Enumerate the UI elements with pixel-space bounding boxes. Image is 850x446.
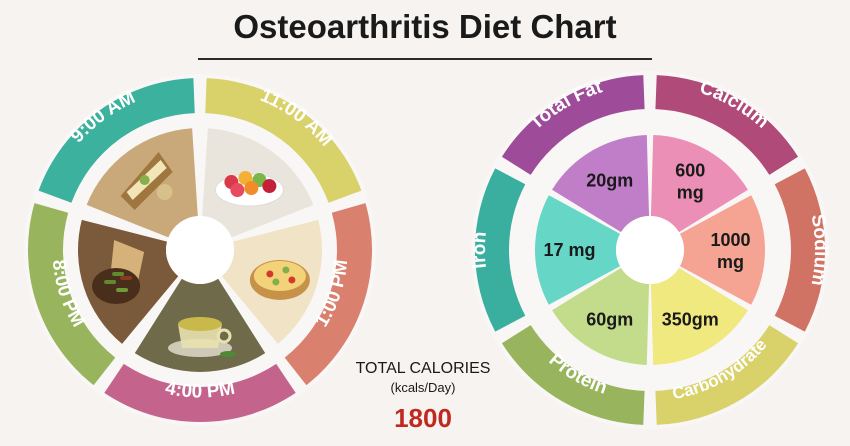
wheel-hub [616,216,684,284]
meal-time-segment [104,363,296,422]
meal-time-segment [28,203,116,386]
rice-bowl-icon [221,219,322,344]
meal-time-segment [284,203,372,386]
nutrient-name-segment [501,75,645,175]
green-tea-icon [134,278,266,373]
nutrient-name-segment [774,168,825,332]
nutrient-name-segment [655,325,799,425]
nutrient-name-segment [501,325,645,425]
meal-time-label: 4:00 PM [163,378,236,403]
meal-time-segment [38,78,195,203]
nutrient-value-label: 17 mg [543,240,595,260]
title-underline [198,58,652,60]
nutrient-value-slice [679,195,765,305]
nutrient-name-segment [655,75,799,175]
nutrient-value-label: 600 mg [675,160,705,202]
meal-schedule-wheel: 9:00 AM 11:00 AM1:00 PM4:00 PM8:00 PM [24,74,376,426]
nutrient-value-slice [650,267,748,365]
sandwich-icon [86,128,198,238]
fruit-bowl-icon [202,128,314,238]
nutrient-value-slice [552,135,650,233]
nutrient-value-label: 20gm [586,170,633,190]
page-title: Osteoarthritis Diet Chart [233,8,617,45]
nutrient-value-slice [650,135,748,233]
nutrient-value-label: 350gm [662,310,719,330]
meal-time-segment [205,78,362,203]
curry-bread-icon [77,219,179,344]
total-calories-label: TOTAL CALORIES [355,360,491,377]
total-calories-value: 1800 [394,403,452,433]
wheel-hub [166,216,234,284]
nutrient-value-label: 1000 mg [710,230,750,272]
total-calories-unit: (kcals/Day) [390,380,456,395]
nutrient-name-label: Sodium [807,213,832,288]
total-calories: TOTAL CALORIES (kcals/Day) 1800 [338,360,508,434]
nutrient-value-label: 60gm [586,310,633,330]
nutrient-value-slice [534,195,621,305]
nutrient-name-label: Iron [469,231,491,270]
nutrient-value-slice [552,267,650,365]
nutrient-name-segment [475,168,526,332]
